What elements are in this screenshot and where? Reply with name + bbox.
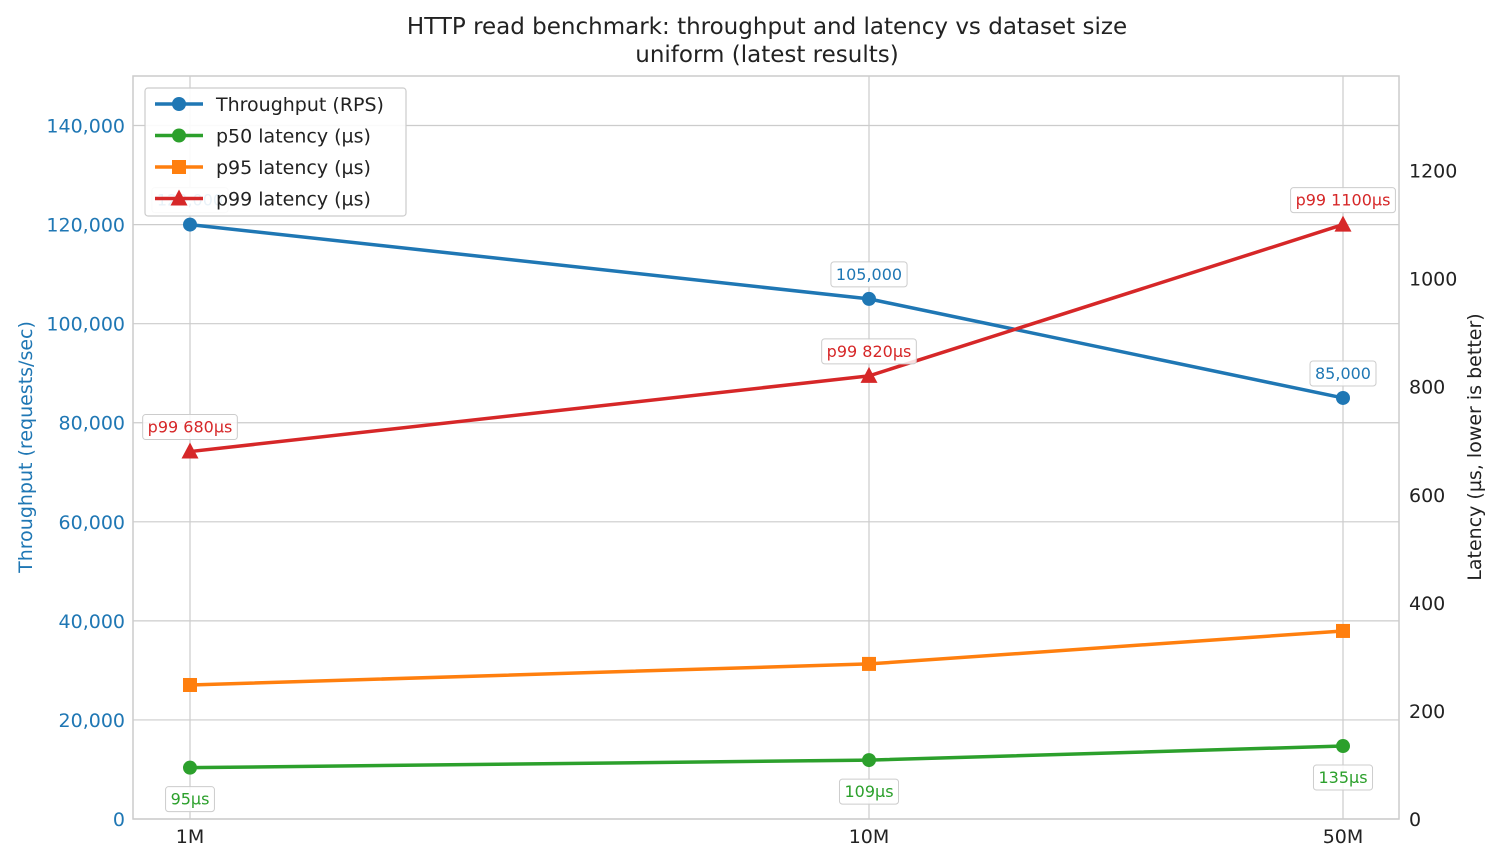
y-right-tick-label: 200 bbox=[1409, 701, 1445, 723]
data-point-p99-latency-s bbox=[860, 366, 878, 383]
series-line-p95-latency-s bbox=[189, 629, 1344, 687]
data-label-p99-latency-s-text: p99 820µs bbox=[827, 342, 912, 361]
y-right-tick-label: 800 bbox=[1409, 377, 1445, 399]
y-axis-left-label: Throughput (requests/sec) bbox=[15, 321, 37, 574]
data-point-p95-latency-s bbox=[1336, 623, 1350, 638]
legend-swatch-marker bbox=[172, 160, 186, 174]
data-point-p99-latency-s bbox=[1334, 215, 1352, 232]
chart-subtitle: uniform (latest results) bbox=[635, 42, 898, 68]
data-label-p50-latency-s-box bbox=[165, 786, 215, 813]
y-left-tick-label: 0 bbox=[113, 809, 125, 831]
data-label-throughput-rps-box bbox=[1309, 360, 1377, 387]
data-label-p99-latency-s-text: p99 680µs bbox=[148, 418, 233, 437]
data-label-p50-latency-s-text: 95µs bbox=[171, 790, 210, 809]
y-left-tick-label: 60,000 bbox=[59, 512, 125, 534]
legend-item-p95-latency-s: p95 latency (µs) bbox=[155, 157, 371, 179]
series-line-p50-latency-s bbox=[189, 744, 1344, 770]
data-label-p99-latency-s: p99 820µs bbox=[821, 338, 917, 365]
data-label-throughput-rps-text: 85,000 bbox=[1315, 364, 1371, 383]
data-point-throughput-rps bbox=[862, 291, 876, 306]
y-left-tick-label: 120,000 bbox=[46, 215, 125, 237]
legend-item-p99-latency-s: p99 latency (µs) bbox=[155, 189, 371, 211]
data-label-p50-latency-s-text: 109µs bbox=[844, 782, 893, 801]
data-label-p99-latency-s-box bbox=[1290, 187, 1396, 214]
x-tick-label: 50M bbox=[1323, 826, 1364, 848]
y-left-tick-label: 20,000 bbox=[59, 710, 125, 732]
y-left-tick-label: 40,000 bbox=[59, 611, 125, 633]
y-axis-right-label: Latency (µs, lower is better) bbox=[1464, 313, 1486, 580]
data-point-p99-latency-s bbox=[181, 442, 199, 459]
data-label-throughput-rps: 85,000 bbox=[1309, 360, 1377, 387]
y-right-tick-label: 0 bbox=[1409, 809, 1421, 831]
legend-label: p50 latency (µs) bbox=[216, 126, 371, 148]
data-point-p95-latency-s bbox=[862, 656, 876, 671]
legend-swatch-marker bbox=[170, 189, 188, 206]
data-point-p50-latency-s bbox=[183, 760, 197, 775]
x-tick-label: 10M bbox=[849, 826, 890, 848]
legend-item-p50-latency-s: p50 latency (µs) bbox=[155, 126, 371, 148]
data-label-p50-latency-s-box bbox=[1312, 764, 1374, 791]
legend-item-throughput-rps: Throughput (RPS) bbox=[155, 94, 384, 116]
data-label-p50-latency-s: 95µs bbox=[165, 786, 215, 813]
data-label-throughput-rps-box bbox=[830, 261, 908, 288]
y-left-tick-label: 80,000 bbox=[59, 413, 125, 435]
y-right-tick-label: 600 bbox=[1409, 485, 1445, 507]
data-label-p50-latency-s-box bbox=[838, 778, 900, 805]
axis-layer: 0 20,000 40,000 60,000 80,000 100,000 120,000 1… bbox=[46, 75, 1457, 848]
series-line-p99-latency-s bbox=[189, 222, 1344, 454]
x-tick-label: 1M bbox=[176, 826, 204, 848]
chart-title: HTTP read benchmark: throughput and late… bbox=[407, 14, 1127, 40]
data-point-p50-latency-s bbox=[862, 753, 876, 768]
legend-box bbox=[144, 87, 407, 217]
data-point-p50-latency-s bbox=[1336, 739, 1350, 754]
legend-swatch-marker bbox=[172, 97, 186, 111]
data-label-p50-latency-s-text: 135µs bbox=[1318, 768, 1367, 787]
series-layer bbox=[181, 215, 1352, 775]
y-right-tick-label: 400 bbox=[1409, 593, 1445, 615]
data-label-p99-latency-s-box bbox=[821, 338, 917, 365]
y-right-tick-label: 1200 bbox=[1409, 161, 1457, 183]
data-label-throughput-rps: 105,000 bbox=[830, 261, 908, 288]
data-point-throughput-rps bbox=[1336, 390, 1350, 405]
series-line-throughput-rps bbox=[189, 222, 1344, 400]
data-label-p50-latency-s: 109µs bbox=[838, 778, 900, 805]
data-label-throughput-rps-text: 105,000 bbox=[836, 265, 902, 284]
legend-label: Throughput (RPS) bbox=[215, 94, 384, 116]
legend: Throughput (RPS) p50 latency (µs) p95 late… bbox=[144, 87, 407, 217]
data-label-p99-latency-s: p99 1100µs bbox=[1290, 187, 1396, 214]
legend-swatch-marker bbox=[172, 128, 186, 143]
data-label-p99-latency-s-box bbox=[142, 414, 238, 441]
data-label-p99-latency-s-text: p99 1100µs bbox=[1296, 191, 1391, 210]
y-left-tick-label: 100,000 bbox=[46, 314, 125, 336]
data-label-p99-latency-s: p99 680µs bbox=[142, 414, 238, 441]
data-point-p95-latency-s bbox=[183, 677, 197, 692]
y-right-tick-label: 1000 bbox=[1409, 269, 1457, 291]
legend-label: p99 latency (µs) bbox=[216, 189, 371, 211]
legend-label: p95 latency (µs) bbox=[216, 157, 371, 179]
data-point-throughput-rps bbox=[183, 217, 197, 232]
data-label-p50-latency-s: 135µs bbox=[1312, 764, 1374, 791]
plot-frame bbox=[132, 75, 1400, 820]
y-left-tick-label: 140,000 bbox=[46, 116, 125, 138]
